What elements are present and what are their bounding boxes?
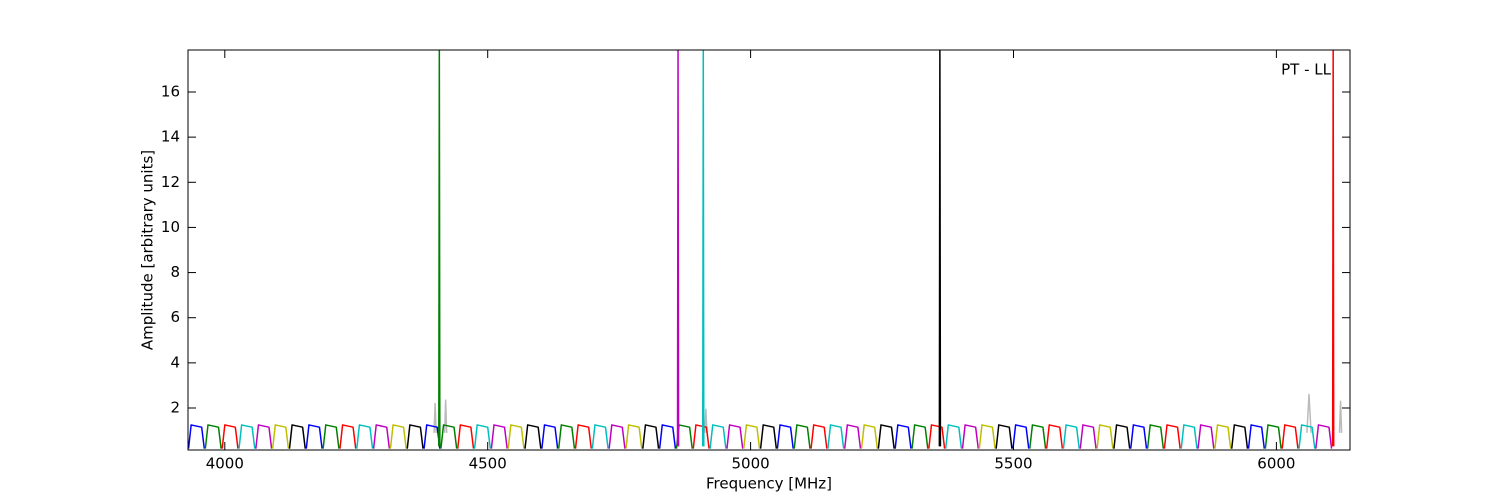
plot-area xyxy=(188,50,1343,449)
y-tick-label: 4 xyxy=(170,353,180,371)
series-line xyxy=(188,424,1266,449)
y-tick-label: 14 xyxy=(161,128,180,146)
x-tick-label: 5500 xyxy=(994,455,1032,473)
series-line xyxy=(238,50,1316,449)
series-line xyxy=(204,50,1282,449)
series-line xyxy=(255,50,1333,449)
y-tick-label: 12 xyxy=(161,173,180,191)
x-tick-label: 4500 xyxy=(469,455,507,473)
x-tick-label: 5000 xyxy=(732,455,770,473)
y-tick-label: 6 xyxy=(170,308,180,326)
series-line xyxy=(433,393,1343,433)
series-line xyxy=(288,50,1249,449)
y-tick-label: 16 xyxy=(161,82,180,100)
x-axis-label: Frequency [MHz] xyxy=(706,475,832,493)
y-tick-label: 8 xyxy=(170,263,180,281)
x-tick-label: 4000 xyxy=(206,455,244,473)
series-line xyxy=(221,50,1335,449)
y-axis-label: Amplitude [arbitrary units] xyxy=(139,150,157,350)
axes-frame xyxy=(187,49,1351,451)
y-tick-label: 2 xyxy=(170,399,180,417)
series-line xyxy=(271,424,1232,449)
annotation: PT - LL xyxy=(1281,61,1332,79)
y-tick-label: 10 xyxy=(161,218,180,236)
x-tick-label: 6000 xyxy=(1257,455,1295,473)
